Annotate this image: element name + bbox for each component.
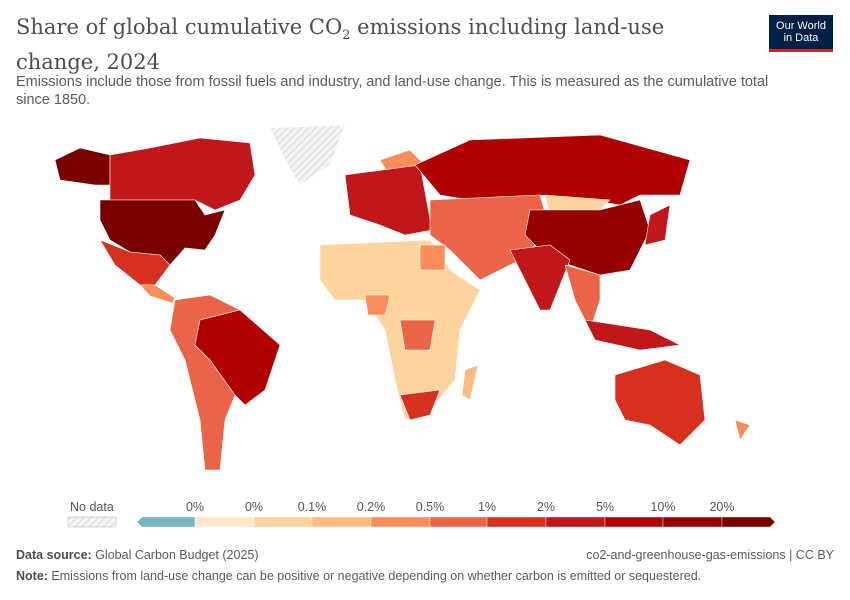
owid-logo[interactable]: Our World in Data [769, 15, 833, 52]
title-text-2: emissions including land-use change, 202… [16, 15, 665, 75]
logo-line1: Our World [776, 20, 826, 32]
note-text: Emissions from land-use change can be po… [47, 569, 702, 583]
chart-title: Share of global cumulative CO2 emissions… [16, 14, 696, 75]
country-brazil[interactable] [194, 309, 281, 406]
country-canada[interactable] [109, 137, 256, 211]
country-nigeria[interactable] [364, 294, 391, 316]
note-label: Note: [16, 569, 48, 583]
country-australia[interactable] [614, 359, 706, 446]
logo-line2: in Data [783, 32, 819, 44]
source-text[interactable]: Global Carbon Budget (2025) [91, 548, 259, 562]
country-africa[interactable] [319, 239, 481, 421]
legend-bin-1[interactable] [194, 516, 255, 528]
country-japan[interactable] [644, 204, 671, 246]
country-drc[interactable] [399, 319, 436, 351]
legend-bin-7[interactable] [545, 516, 606, 528]
country-central-america[interactable] [139, 284, 176, 304]
legend-bin-10[interactable] [721, 516, 776, 528]
slug-license[interactable]: co2-and-greenhouse-gas-emissions | CC BY [586, 548, 834, 562]
legend-bin-5[interactable] [429, 516, 488, 528]
country-se-asia[interactable] [564, 264, 601, 331]
footer-note: Note: Emissions from land-use change can… [16, 569, 701, 583]
country-mexico[interactable] [99, 239, 171, 286]
legend-no-data-swatch [67, 516, 117, 528]
legend-tick-label: 1% [478, 500, 496, 514]
country-south-africa[interactable] [399, 389, 441, 421]
legend-tick-label: 10% [650, 500, 675, 514]
country-madagascar[interactable] [461, 364, 479, 401]
legend-tick-label: 0% [245, 500, 263, 514]
legend-tick-label: 0.2% [357, 500, 386, 514]
chart-subtitle: Emissions include those from fossil fuel… [16, 74, 769, 108]
legend-bin-3[interactable] [311, 516, 372, 528]
world-map[interactable] [0, 118, 850, 493]
country-india[interactable] [509, 244, 571, 311]
legend-tick-label: 20% [709, 500, 734, 514]
country-alaska[interactable] [54, 147, 111, 186]
legend-bin-8[interactable] [604, 516, 664, 528]
legend-tick-label: 2% [537, 500, 555, 514]
country-usa[interactable] [99, 199, 226, 266]
country-new-zealand[interactable] [734, 419, 751, 441]
country-indonesia[interactable] [584, 319, 682, 351]
legend-tick-label: 5% [596, 500, 614, 514]
country-egypt[interactable] [419, 244, 446, 271]
legend-bin-2[interactable] [253, 516, 313, 528]
legend-bin-6[interactable] [486, 516, 547, 528]
legend-bin-9[interactable] [662, 516, 723, 528]
legend: No data 0% 0% 0.1% 0.2% 0.5% 1% 2% 5% 10% 20% [67, 500, 776, 528]
legend-bin-0[interactable] [136, 516, 196, 528]
source-label: Data source: [16, 548, 92, 562]
legend-tick-label: 0.5% [416, 500, 445, 514]
country-europe[interactable] [344, 164, 433, 236]
legend-no-data-label: No data [70, 500, 114, 514]
data-source: Data source: Global Carbon Budget (2025) [16, 548, 259, 562]
title-subscript: 2 [342, 28, 351, 44]
legend-tick-label: 0% [186, 500, 204, 514]
country-greenland[interactable] [269, 124, 346, 186]
title-text: Share of global cumulative CO [16, 15, 343, 39]
legend-bin-4[interactable] [370, 516, 431, 528]
country-russia[interactable] [414, 134, 691, 206]
legend-tick-label: 0.1% [298, 500, 327, 514]
